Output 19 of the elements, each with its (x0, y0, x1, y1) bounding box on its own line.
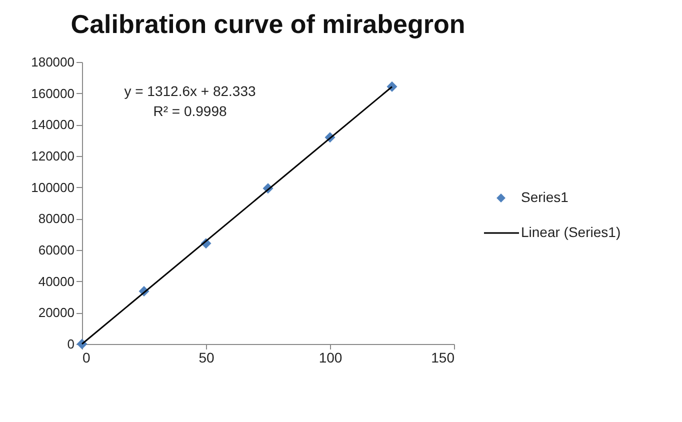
y-tick-label: 120000 (31, 148, 74, 164)
y-tick-label: 160000 (31, 86, 74, 101)
y-tick-label: 0 (67, 336, 74, 352)
x-tick-label: 150 (431, 350, 455, 366)
chart-title: Calibration curve of mirabegron (70, 9, 466, 39)
x-tick-label: 0 (82, 350, 90, 366)
y-tick-label: 140000 (31, 117, 74, 132)
annotation: R² = 0.9998 (153, 103, 227, 119)
x-tick-label: 100 (318, 350, 342, 366)
y-tick-label: 100000 (31, 180, 74, 195)
legend-label: Linear (Series1) (521, 224, 621, 240)
y-tick-label: 20000 (38, 305, 74, 320)
legend-label: Series1 (521, 189, 569, 205)
y-tick-label: 40000 (38, 274, 74, 289)
x-tick-label: 50 (198, 350, 214, 366)
annotation: y = 1312.6x + 82.333 (124, 83, 256, 99)
y-tick-label: 80000 (38, 211, 74, 226)
y-tick-label: 60000 (38, 242, 74, 258)
y-tick-label: 180000 (31, 54, 74, 70)
